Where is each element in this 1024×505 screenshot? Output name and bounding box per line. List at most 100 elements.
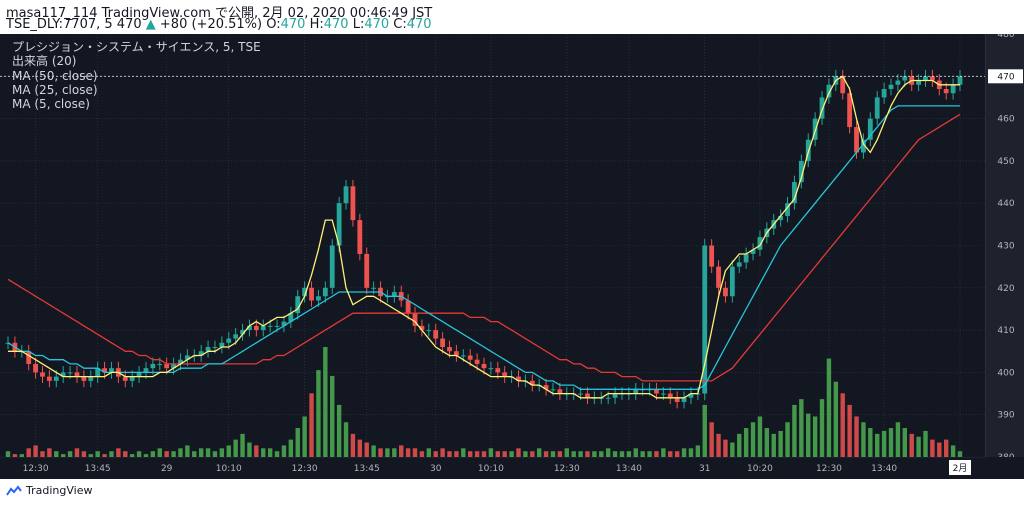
indicator-legend: プレシジョン・システム・サイエンス, 5, TSE 出来高 (20) MA (5… xyxy=(12,40,261,111)
volume-bar xyxy=(12,454,18,457)
candle-body xyxy=(219,342,225,348)
candle-body xyxy=(578,393,583,395)
price-axis[interactable]: 380390400410420430440450460470480470 xyxy=(985,30,1024,463)
volume-bar xyxy=(267,448,273,457)
candle-body xyxy=(198,351,204,356)
volume-bar xyxy=(495,451,500,457)
volume-bar xyxy=(54,451,59,457)
candle-body xyxy=(930,76,935,81)
candle-body xyxy=(557,389,563,394)
candle-body xyxy=(516,376,521,381)
candle-body xyxy=(233,334,239,339)
chart-plot-area[interactable] xyxy=(0,33,985,458)
volume-bar xyxy=(578,451,583,457)
volume-bar xyxy=(709,422,714,457)
volume-bar xyxy=(281,445,287,457)
volume-bar xyxy=(102,454,107,457)
legend-ma25: MA (25, close) xyxy=(12,82,98,97)
current-time-tag xyxy=(949,460,971,475)
open-label: O: xyxy=(266,17,281,32)
volume-bar xyxy=(633,448,638,457)
candle-body xyxy=(502,372,508,377)
volume-bar xyxy=(785,422,790,457)
volume-bar xyxy=(274,451,280,457)
tradingview-logo[interactable]: TradingView xyxy=(6,484,92,497)
volume-bar xyxy=(357,439,363,457)
volume-bar xyxy=(350,433,356,457)
candle-body xyxy=(433,330,439,339)
last-price: 470 xyxy=(116,17,142,32)
volume-bar xyxy=(826,358,832,457)
volume-bar xyxy=(330,375,335,457)
legend-ma50: MA (50, close) xyxy=(12,68,98,83)
candle-body xyxy=(274,325,280,327)
candle-body xyxy=(854,127,859,153)
candle-body xyxy=(923,76,928,81)
volume-bar xyxy=(902,428,908,457)
volume-bar xyxy=(750,422,756,457)
volume-bar xyxy=(233,439,238,457)
volume-bar xyxy=(226,445,231,457)
candle-body xyxy=(702,245,708,394)
volume-bar xyxy=(909,433,914,457)
candle-body xyxy=(757,237,763,250)
volume-bar xyxy=(323,347,328,457)
candle-body xyxy=(743,253,749,263)
candle-body xyxy=(819,97,825,119)
volume-bar xyxy=(557,451,563,457)
time-tick-label: 31 xyxy=(699,464,710,474)
volume-bar xyxy=(309,393,314,457)
candle-body xyxy=(792,182,797,204)
candle-body xyxy=(212,347,218,349)
volume-bar xyxy=(509,451,514,457)
candle-body xyxy=(454,351,459,356)
volume-bar xyxy=(543,451,549,457)
candle-body xyxy=(136,372,142,377)
price-tick-label: 460 xyxy=(997,115,1014,125)
candle-body xyxy=(309,287,314,301)
volume-bar xyxy=(681,448,687,457)
candle-body xyxy=(654,389,659,394)
volume-bar xyxy=(861,422,866,457)
volume-bar xyxy=(95,451,100,457)
candle-body xyxy=(33,363,38,373)
volume-bar xyxy=(219,448,225,457)
candle-body xyxy=(364,253,370,288)
volume-bar xyxy=(288,439,294,457)
volume-bar xyxy=(468,451,473,457)
volume-bar xyxy=(626,451,632,457)
ma5-line xyxy=(8,75,960,399)
candle-body xyxy=(612,393,618,398)
candle-body xyxy=(281,321,287,326)
volume-bar xyxy=(564,448,569,457)
time-tick-label: 30 xyxy=(430,464,442,474)
time-tick-label: 10:20 xyxy=(747,464,773,474)
candle-body xyxy=(88,376,94,381)
volume-bar xyxy=(60,454,66,457)
volume-bar xyxy=(185,445,190,457)
candle-body xyxy=(391,292,397,297)
candle-body xyxy=(674,397,680,403)
volume-bar xyxy=(571,451,576,457)
candle-body xyxy=(585,393,590,398)
candle-body xyxy=(709,245,715,267)
volume-bar xyxy=(550,451,556,457)
candle-body xyxy=(447,347,452,352)
close-label: C: xyxy=(393,17,407,32)
candle-body xyxy=(74,372,80,377)
volume-bar xyxy=(426,448,432,457)
volume-bar xyxy=(171,451,176,457)
volume-bar xyxy=(819,399,825,457)
price-tick-label: 390 xyxy=(997,411,1014,421)
candle-body xyxy=(950,84,956,94)
publish-info: masa117_114 TradingView.com で公開, 2月 02, … xyxy=(6,6,433,21)
volume-bar xyxy=(336,404,342,457)
candle-body xyxy=(122,376,128,381)
candle-body xyxy=(143,368,149,373)
volume-bar xyxy=(295,428,300,457)
candle-body xyxy=(412,313,418,326)
volume-bar xyxy=(868,428,873,457)
candle-body xyxy=(102,368,107,373)
price-chart[interactable] xyxy=(0,33,985,458)
time-axis[interactable]: 12:30 13:45 29 10:10 12:30 13:45 30 10:10 12:30 1… xyxy=(0,457,985,479)
